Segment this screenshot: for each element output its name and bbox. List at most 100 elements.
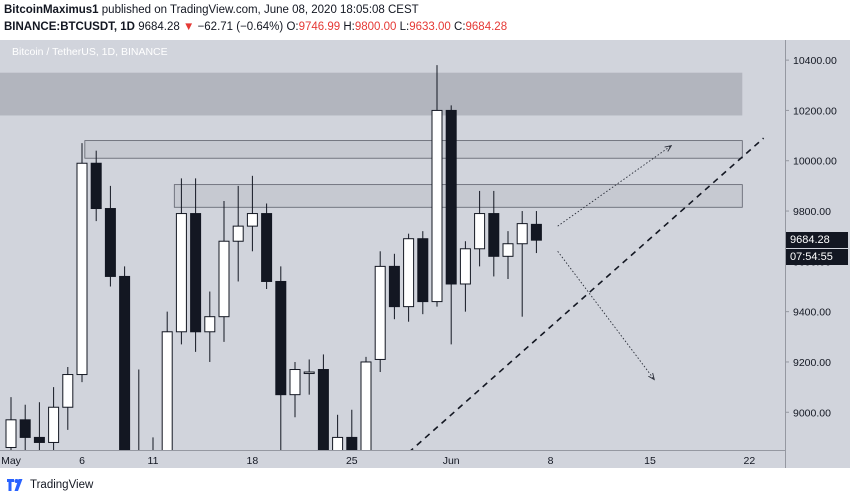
candle: [204, 291, 216, 362]
published-text: published on TradingView.com, June 08, 2…: [101, 4, 419, 16]
candle: [388, 253, 400, 320]
candle: [232, 185, 244, 282]
date-tick-label: 18: [247, 455, 259, 467]
price-change: −62.71 (−0.64%): [197, 21, 284, 33]
candle-body: [218, 240, 230, 318]
candle-body: [33, 436, 45, 443]
footer: [0, 468, 850, 502]
candle-body: [204, 316, 216, 333]
candle: [104, 185, 116, 287]
price-tick-label: 9000.00: [793, 407, 831, 419]
candle-body: [232, 225, 244, 242]
ascending-trendline: [410, 137, 765, 450]
candle-body: [246, 213, 258, 227]
candle: [218, 200, 230, 342]
candle: [90, 150, 102, 222]
candle: [502, 231, 514, 279]
price-tick-label: 9800.00: [793, 206, 831, 218]
candle: [530, 211, 542, 254]
candle-body: [459, 248, 471, 285]
chart-header: BitcoinMaximus1 published on TradingView…: [0, 0, 850, 40]
projection-arrow-2: [557, 251, 655, 379]
candle: [19, 404, 31, 450]
zones-layer: [0, 72, 743, 208]
high-label: H:: [343, 21, 355, 33]
candle: [417, 231, 429, 315]
candle-body: [190, 213, 202, 333]
candle: [261, 203, 273, 290]
high-value: 9800.00: [354, 21, 397, 33]
candle-body: [119, 275, 131, 450]
candle-body: [388, 265, 400, 308]
candle-body: [5, 419, 17, 448]
open-label: O:: [286, 21, 299, 33]
date-tick-label: 11: [148, 455, 159, 467]
candle-body: [90, 162, 102, 210]
candle-body: [445, 109, 457, 285]
publish-line: BitcoinMaximus1 published on TradingView…: [4, 4, 419, 16]
date-tick-label: Jun: [443, 455, 460, 467]
candle: [190, 178, 202, 352]
ohlc-line: BINANCE:BTCUSDT, 1D 9684.28 ▼ −62.71 (−0…: [4, 21, 507, 33]
candle: [374, 251, 386, 373]
price-tick-label: 9200.00: [793, 357, 831, 369]
price-tick-label: 10000.00: [793, 156, 837, 168]
price-tick-label: 10200.00: [793, 105, 837, 117]
candle-body: [48, 406, 60, 443]
candle: [346, 409, 358, 450]
tradingview-brand[interactable]: TradingView: [30, 479, 94, 491]
low-value: 9633.00: [409, 21, 451, 33]
date-tick-label: May: [1, 455, 22, 467]
last-price: 9684.28: [138, 21, 180, 33]
candle-body: [261, 213, 273, 282]
candle-body: [19, 419, 31, 438]
candle-body: [516, 223, 528, 245]
candle-body: [76, 162, 88, 376]
candle-body: [431, 109, 443, 303]
candle-body: [502, 243, 514, 257]
candle-body: [488, 213, 500, 257]
down-arrow-icon: ▼: [182, 21, 195, 33]
candle: [152, 437, 154, 450]
candle-body: [303, 371, 315, 375]
projection-arrow-1: [557, 146, 672, 227]
low-label: L:: [399, 21, 410, 33]
date-tick-label: 6: [79, 455, 85, 467]
candle-body: [104, 208, 116, 277]
last-price-label: 9684.28: [786, 232, 848, 249]
candle-body: [530, 223, 542, 241]
open-value: 9746.99: [298, 21, 341, 33]
candle: [303, 359, 315, 395]
candle: [289, 361, 301, 418]
candle: [332, 414, 344, 450]
candle-body: [289, 369, 301, 396]
candle: [431, 65, 443, 307]
symbol-label: BINANCE:BTCUSDT, 1D: [4, 21, 135, 33]
chart-title: Bitcoin / TetherUS, 1D, BINANCE: [12, 46, 168, 58]
date-tick-label: 15: [644, 455, 656, 467]
time-axis[interactable]: [0, 450, 785, 468]
bar-countdown-label: 07:54:55: [786, 249, 848, 266]
candle: [5, 397, 17, 450]
price-tick-label: 9400.00: [793, 307, 831, 319]
tradingview-logo-icon[interactable]: [6, 478, 26, 492]
candle-body: [175, 213, 187, 333]
candle: [317, 354, 329, 450]
candle: [516, 211, 528, 317]
candle: [161, 311, 173, 450]
candle: [175, 178, 187, 345]
candle-body: [161, 331, 173, 450]
candle: [403, 233, 415, 322]
candle-body: [62, 374, 74, 408]
candle: [138, 369, 140, 450]
candle: [246, 175, 258, 252]
resistance-zone-1: [0, 72, 743, 116]
candle: [459, 241, 471, 312]
drawings-layer: [410, 137, 765, 450]
candle: [48, 387, 60, 450]
author-name[interactable]: BitcoinMaximus1: [4, 4, 99, 16]
date-ticks: May 6 11 18 25 Jun 8 15 22: [1, 455, 755, 467]
close-label: C:: [454, 21, 466, 33]
candle: [488, 190, 500, 277]
